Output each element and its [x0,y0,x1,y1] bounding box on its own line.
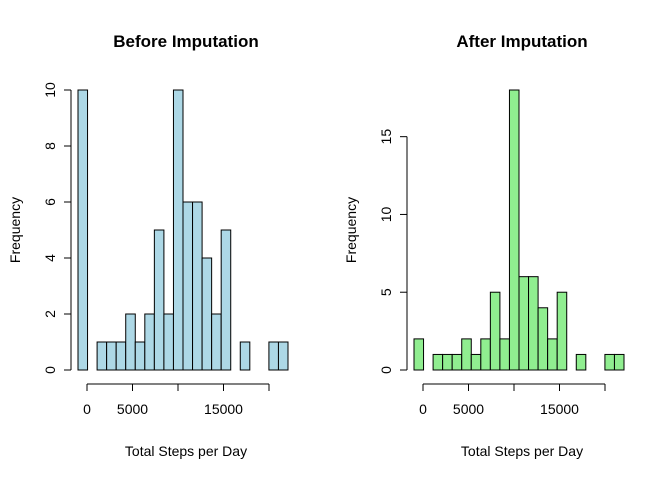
y-axis-label: Frequency [7,197,23,263]
y-axis: 0 2 4 6 8 10 [42,82,72,374]
y-tick-label: 0 [378,366,394,374]
histogram-bar [432,353,444,371]
bars [413,89,625,371]
y-tick-label: 0 [42,366,58,374]
histogram-bar [528,276,539,371]
before-imputation-panel: Before Imputation Total Steps per Day Fr… [7,32,289,459]
histogram-bar [153,229,165,371]
y-axis: 0 5 10 15 [378,129,408,374]
x-tick-label: 0 [419,401,427,417]
histogram-bar [461,338,472,371]
x-tick-label: 5000 [117,401,148,417]
histogram-bar [134,341,146,371]
histogram-bar [106,341,117,371]
x-tick-label: 5000 [453,401,484,417]
histogram-bar [547,338,558,371]
histogram-bar [192,201,203,371]
histogram-bar [182,201,194,371]
histogram-bar [201,257,213,371]
x-axis-label: Total Steps per Day [125,443,247,459]
histogram-bar [239,341,251,371]
histogram-bar [470,353,482,371]
histogram-bar [211,313,222,371]
y-tick-label: 8 [42,142,58,150]
y-tick-label: 5 [378,288,394,296]
histogram-bar [499,338,510,371]
histogram-bar [125,313,136,371]
histogram-bar [77,89,89,371]
histogram-bar [480,338,491,371]
histogram-bar [556,291,568,371]
histogram-bar [268,341,279,371]
histogram-bar [163,313,174,371]
chart-title: Before Imputation [113,32,258,51]
histogram-bar [220,229,232,371]
histogram-bar [413,338,425,371]
histogram-bar [277,341,289,371]
y-tick-label: 4 [42,254,58,262]
histogram-bar [144,313,155,371]
y-axis-label: Frequency [343,197,359,263]
x-tick-label: 0 [83,401,91,417]
histogram-bar [442,353,453,371]
histogram-bar [96,341,108,371]
histogram-bar [489,291,501,371]
y-tick-label: 10 [378,206,394,222]
histogram-bar [508,89,520,371]
histogram-bar [604,353,615,371]
bars [77,89,289,371]
x-axis-label: Total Steps per Day [461,443,583,459]
x-tick-label: 15000 [204,401,243,417]
histogram-bar [172,89,184,371]
histogram-bar [115,341,127,371]
x-axis: 0 5000 15000 [83,383,270,417]
x-axis: 0 5000 15000 [419,383,606,417]
x-tick-label: 15000 [540,401,579,417]
histogram-bar [518,276,530,371]
chart-title: After Imputation [456,32,587,51]
histogram-bar [613,353,625,371]
y-tick-label: 6 [42,198,58,206]
after-imputation-panel: After Imputation Total Steps per Day Fre… [343,32,625,459]
histogram-bar [537,307,549,371]
y-tick-label: 10 [42,82,58,98]
y-tick-label: 15 [378,129,394,145]
y-tick-label: 2 [42,310,58,318]
histogram-bar [575,353,587,371]
histogram-bar [451,353,463,371]
